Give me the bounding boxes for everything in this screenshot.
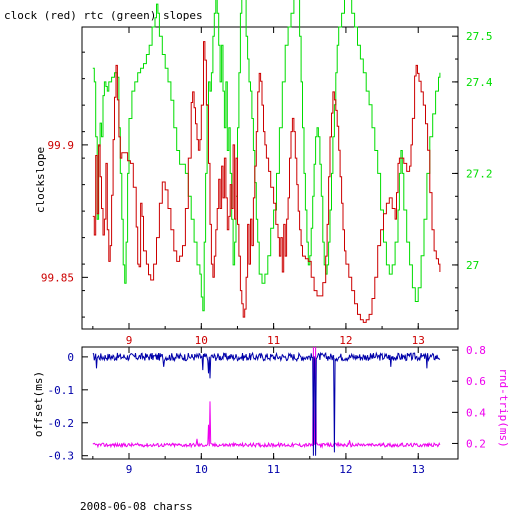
offset-plot-frame xyxy=(81,346,459,460)
slopes-y-tick-label: 99.9 xyxy=(48,139,75,152)
slopes-x-tick-label: 13 xyxy=(412,334,425,347)
rnd-trip-y2-tick-label: 0.6 xyxy=(466,375,486,388)
footer-label: 2008-06-08 charss xyxy=(80,500,193,512)
slopes-y-axis-label: clockslope xyxy=(34,147,47,213)
slopes-y2-tick-label: 27.5 xyxy=(466,30,493,43)
rtc-series-line xyxy=(92,0,441,312)
slopes-series-group xyxy=(92,0,441,323)
rnd-trip-y2-tick-label: 0.4 xyxy=(466,406,486,419)
slopes-y-tick-label: 99.85 xyxy=(41,271,74,284)
offset-x-tick-label: 12 xyxy=(339,463,352,476)
slopes-x-tick-label: 10 xyxy=(195,334,208,347)
offset-x-tick-label: 13 xyxy=(412,463,425,476)
slopes-plot-frame xyxy=(81,26,459,330)
rnd-trip-y2-axis-label: rnd-trip(ms) xyxy=(497,368,510,447)
offset-x-tick-label: 10 xyxy=(195,463,208,476)
slopes-y2-tick-label: 27.4 xyxy=(466,76,493,89)
offset-y-tick-label: -0.2 xyxy=(48,417,75,430)
rnd-trip-y2-tick-label: 0.8 xyxy=(466,344,486,357)
offset-axes-group: 9 10 11 12 13 0 -0.1 -0.2 -0.3 0.8 0.6 0.4 0.2 xyxy=(48,344,487,476)
offset-panel: 9 10 11 12 13 0 -0.1 -0.2 -0.3 0.8 0.6 0.4 0.2 offse… xyxy=(32,344,510,476)
offset-y-axis-label: offset(ms) xyxy=(32,371,45,437)
rnd-trip-y2-tick-label: 0.2 xyxy=(466,437,486,450)
slopes-y2-tick-label: 27 xyxy=(466,259,479,272)
offset-x-tick-label: 9 xyxy=(126,463,133,476)
rnd-trip-series-line xyxy=(92,346,441,449)
slopes-y2-tick-label: 27.2 xyxy=(466,167,493,180)
offset-y-tick-label: 0 xyxy=(67,351,74,364)
slopes-x-tick-label: 11 xyxy=(267,334,280,347)
chart-title: clock (red) rtc (green) slopes xyxy=(4,9,203,22)
clock-series-line xyxy=(92,41,441,323)
slopes-x-tick-label: 9 xyxy=(126,334,133,347)
offset-series-line xyxy=(92,351,441,456)
offset-series-group xyxy=(92,346,441,456)
offset-y-tick-label: -0.1 xyxy=(48,384,75,397)
offset-x-tick-label: 11 xyxy=(267,463,280,476)
offset-y-tick-label: -0.3 xyxy=(48,450,75,463)
slopes-x-tick-label: 12 xyxy=(339,334,352,347)
